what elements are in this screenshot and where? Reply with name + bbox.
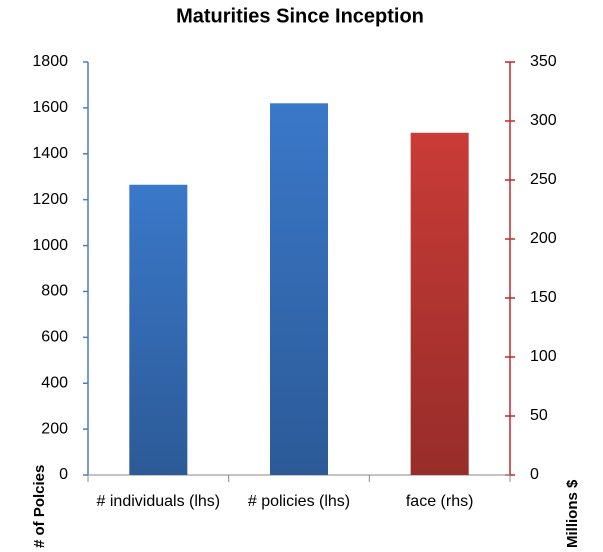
bar-shade: [270, 103, 328, 476]
chart-title: Maturities Since Inception: [176, 5, 424, 27]
y-axis-label: # of Polcies: [31, 465, 48, 548]
y-tick-label: 800: [41, 283, 68, 300]
y-tick-label: 1600: [32, 99, 68, 116]
y2-tick-label: 50: [530, 407, 548, 424]
y2-tick-label: 200: [530, 230, 557, 247]
y2-tick-label: 100: [530, 348, 557, 365]
bar-shade: [129, 184, 188, 475]
y2-axis-label: Millions $: [564, 479, 581, 548]
y-tick-label: 400: [41, 374, 68, 391]
y2-tick-label: 350: [530, 53, 557, 70]
y-tick-label: 1200: [32, 191, 68, 208]
y2-tick-label: 300: [530, 112, 557, 129]
y2-tick-label: 250: [530, 171, 557, 188]
y-tick-label: 200: [41, 420, 68, 437]
y2-tick-label: 0: [530, 466, 539, 483]
y2-tick-label: 150: [530, 289, 557, 306]
y-tick-label: 1400: [32, 145, 68, 162]
x-tick-label: face (rhs): [405, 493, 474, 510]
x-tick-label: # policies (lhs): [247, 493, 351, 510]
bar-shade: [410, 132, 469, 476]
x-tick-label: # individuals (lhs): [96, 493, 221, 510]
y-tick-label: 1800: [32, 53, 68, 70]
y-tick-label: 1000: [32, 237, 68, 254]
y-tick-label: 0: [59, 466, 68, 483]
y-tick-label: 600: [41, 329, 68, 346]
